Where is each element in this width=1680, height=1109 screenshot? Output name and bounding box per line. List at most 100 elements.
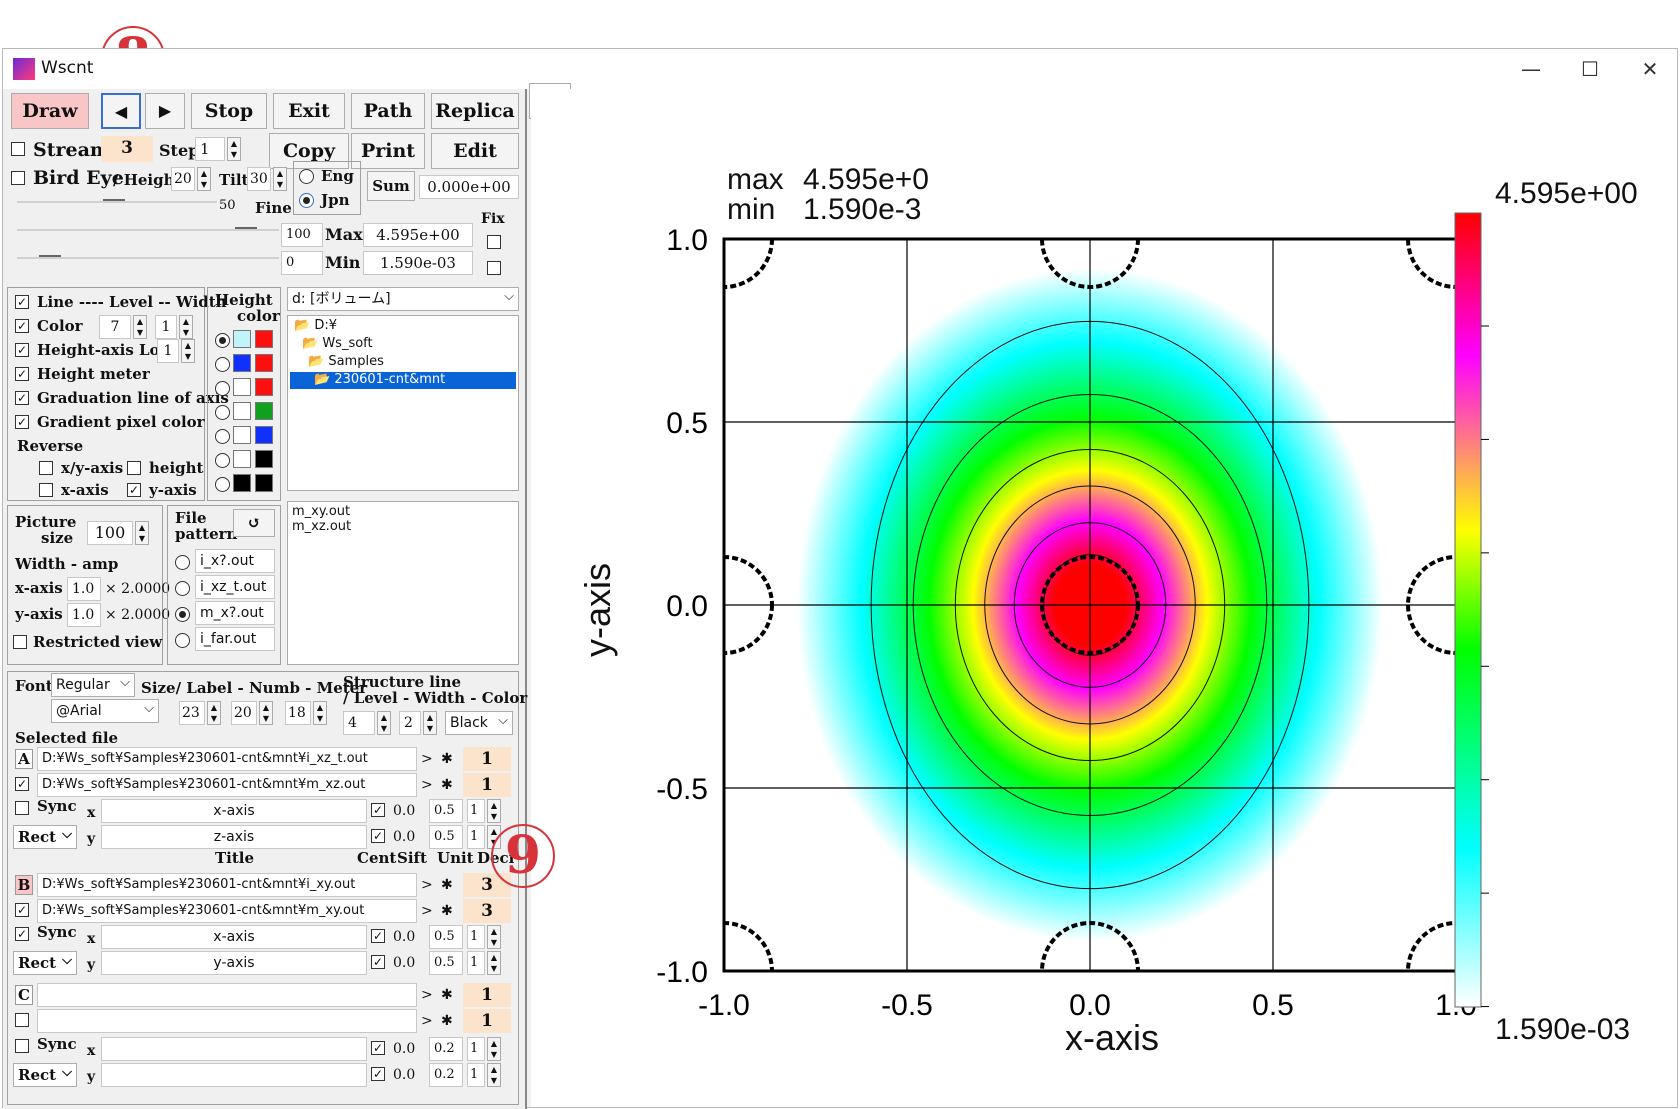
pattern-input-3[interactable]: m_x?.out <box>195 601 275 625</box>
structure-width-spinner[interactable]: ▲ ▼ <box>423 711 437 735</box>
group-a-file-2-checkbox[interactable]: ✓ <box>15 777 29 791</box>
stop-button[interactable]: Stop <box>191 93 267 129</box>
group-a-y-sift[interactable]: 0.5 <box>429 825 463 849</box>
group-a-file-1-next-button[interactable]: > <box>421 751 433 767</box>
group-b-mode-select[interactable]: Rect <box>13 950 77 975</box>
group-a-file-2-asterisk-button[interactable]: ✱ <box>441 777 453 793</box>
group-b-x-sift[interactable]: 0.5 <box>429 925 463 949</box>
group-c-y-sift[interactable]: 0.2 <box>429 1063 463 1087</box>
label-size-spinner[interactable]: ▲ ▼ <box>207 701 221 725</box>
group-c-x-title-input[interactable] <box>101 1037 367 1061</box>
fix-min-checkbox[interactable] <box>487 261 501 275</box>
pattern-radio-3[interactable] <box>175 607 190 622</box>
fine-slider[interactable] <box>17 201 217 203</box>
path-button[interactable]: Path <box>351 93 425 129</box>
group-c-file-1[interactable] <box>37 983 417 1007</box>
group-c-file-2-decimal[interactable]: 1 <box>463 1009 511 1033</box>
fix-max-checkbox[interactable] <box>487 235 501 249</box>
group-a-file-2-next-button[interactable]: > <box>421 777 433 793</box>
group-b-x-title-input[interactable]: x-axis <box>101 925 367 949</box>
tilt-spinner[interactable]: ▲ ▼ <box>273 167 287 191</box>
group-b-y-title-input[interactable]: y-axis <box>101 951 367 975</box>
fine-value[interactable]: 50 <box>219 198 236 213</box>
group-b-y-unit-spinner[interactable]: ▲ ▼ <box>487 951 501 975</box>
file-list[interactable]: m_xy.out m_xz.out <box>287 501 519 665</box>
group-b-file-2-next-button[interactable]: > <box>421 903 433 919</box>
structure-level-spinner[interactable]: ▲ ▼ <box>377 711 391 735</box>
jpn-radio[interactable] <box>299 193 314 208</box>
group-a-x-cent-checkbox[interactable]: ✓ <box>371 803 385 817</box>
group-a-y-cent[interactable]: 0.0 <box>393 829 416 845</box>
structure-level-input[interactable]: 4 <box>343 711 375 735</box>
structure-width-input[interactable]: 2 <box>399 711 421 735</box>
file-list-item[interactable]: m_xz.out <box>292 519 352 534</box>
group-a-file-2-decimal[interactable]: 1 <box>463 773 511 797</box>
font-style-select[interactable]: Regular <box>51 672 135 697</box>
max-slider-thumb[interactable] <box>235 227 257 229</box>
prev-button[interactable]: ◀ <box>101 93 141 129</box>
group-c-x-cent[interactable]: 0.0 <box>393 1041 416 1057</box>
pattern-input-2[interactable]: i_xz_t.out <box>195 575 275 599</box>
edit-button[interactable]: Edit <box>431 133 519 169</box>
group-a-y-title-input[interactable]: z-axis <box>101 825 367 849</box>
folder-item[interactable]: 📂 Samples <box>308 354 384 369</box>
group-b-y-cent-checkbox[interactable]: ✓ <box>371 955 385 969</box>
group-a-tag[interactable]: A <box>15 749 33 769</box>
group-a-x-unit-spinner[interactable]: ▲ ▼ <box>487 799 501 823</box>
color-scheme-radio-6[interactable] <box>215 453 230 468</box>
tilt-input[interactable]: 30 <box>247 167 271 191</box>
height-meter-checkbox[interactable]: ✓ <box>15 367 29 381</box>
pattern-radio-4[interactable] <box>175 633 190 648</box>
folder-item-selected[interactable]: 📂 230601-cnt&mnt <box>290 372 516 389</box>
gradient-pixel-checkbox[interactable]: ✓ <box>15 415 29 429</box>
stream-checkbox[interactable] <box>11 142 25 156</box>
picture-size-spinner[interactable]: ▲ ▼ <box>135 521 149 545</box>
group-c-file-1-next-button[interactable]: > <box>421 987 433 1003</box>
group-a-file-2[interactable]: D:¥Ws_soft¥Samples¥230601-cnt&mnt¥m_xz.o… <box>37 773 417 797</box>
folder-item[interactable]: 📂 Ws_soft <box>302 336 373 351</box>
color-scheme-radio-1[interactable] <box>215 333 230 348</box>
color-scheme-radio-3[interactable] <box>215 381 230 396</box>
line-checkbox[interactable]: ✓ <box>15 295 29 309</box>
color-width-input[interactable]: 1 <box>155 315 177 339</box>
group-c-x-cent-checkbox[interactable]: ✓ <box>371 1041 385 1055</box>
bird-eye-checkbox[interactable] <box>11 171 25 185</box>
max-value[interactable]: 4.595e+00 <box>363 223 473 247</box>
max-input[interactable]: 100 <box>281 223 323 247</box>
group-a-x-cent[interactable]: 0.0 <box>393 803 416 819</box>
group-c-tag[interactable]: C <box>15 985 33 1005</box>
min-slider[interactable] <box>17 257 279 259</box>
group-a-sync-checkbox[interactable] <box>15 801 29 815</box>
exit-button[interactable]: Exit <box>273 93 345 129</box>
group-c-file-1-decimal[interactable]: 1 <box>463 983 511 1007</box>
reverse-x-checkbox[interactable] <box>39 483 53 497</box>
group-c-mode-select[interactable]: Rect <box>13 1062 77 1087</box>
picture-size-input[interactable]: 100 <box>87 521 133 545</box>
group-c-file-2-asterisk-button[interactable]: ✱ <box>441 1013 453 1029</box>
color-level-spinner[interactable]: ▲ ▼ <box>133 315 147 339</box>
group-c-y-unit[interactable]: 1 <box>467 1063 485 1087</box>
minimize-button[interactable]: — <box>1521 57 1541 81</box>
group-b-x-unit-spinner[interactable]: ▲ ▼ <box>487 925 501 949</box>
height-spinner[interactable]: ▲ ▼ <box>197 167 211 191</box>
group-c-sync-checkbox[interactable] <box>15 1039 29 1053</box>
group-b-y-cent[interactable]: 0.0 <box>393 955 416 971</box>
group-a-file-1-asterisk-button[interactable]: ✱ <box>441 751 453 767</box>
color-scheme-radio-2[interactable] <box>215 357 230 372</box>
pattern-radio-1[interactable] <box>175 555 190 570</box>
numb-size-spinner[interactable]: ▲ ▼ <box>259 701 273 725</box>
reverse-height-checkbox[interactable] <box>127 461 141 475</box>
group-c-file-2[interactable] <box>37 1009 417 1033</box>
min-value[interactable]: 1.590e-03 <box>363 251 473 275</box>
label-size-input[interactable]: 23 <box>179 701 205 725</box>
x-axis-amp-input[interactable]: 1.0 <box>67 577 101 601</box>
group-a-mode-select[interactable]: Rect <box>13 824 77 849</box>
file-list-item[interactable]: m_xy.out <box>292 504 351 519</box>
close-button[interactable]: ✕ <box>1641 57 1659 81</box>
group-b-x-cent-checkbox[interactable]: ✓ <box>371 929 385 943</box>
group-b-y-sift[interactable]: 0.5 <box>429 951 463 975</box>
color-scheme-radio-4[interactable] <box>215 405 230 420</box>
group-a-y-unit[interactable]: 1 <box>467 825 485 849</box>
numb-size-input[interactable]: 20 <box>231 701 257 725</box>
restricted-view-checkbox[interactable] <box>13 635 27 649</box>
